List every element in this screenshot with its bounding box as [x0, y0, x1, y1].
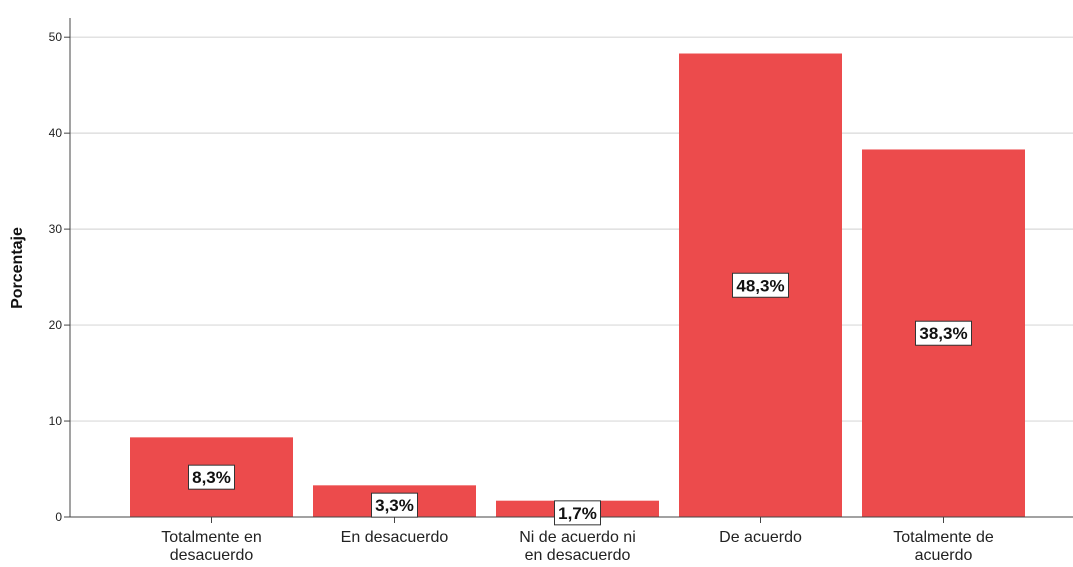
data-label-box [732, 272, 789, 298]
x-tick-label: en desacuerdo [525, 547, 631, 564]
x-tick-label: desacuerdo [170, 547, 254, 564]
y-tick-label: 20 [49, 318, 63, 332]
data-label: 48,3% [736, 276, 784, 295]
data-label: 8,3% [192, 468, 231, 487]
x-tick-label: Totalmente en [161, 529, 262, 546]
data-label: 3,3% [375, 496, 414, 515]
data-label: 38,3% [919, 324, 967, 343]
data-label: 1,7% [558, 504, 597, 523]
data-label-box [188, 464, 235, 490]
y-tick-label: 10 [49, 414, 63, 428]
data-label-box [371, 492, 418, 518]
x-tick-label: En desacuerdo [341, 529, 449, 546]
x-tick-label: Totalmente de [893, 529, 994, 546]
x-tick-label: acuerdo [915, 547, 973, 564]
data-label-box [915, 320, 972, 346]
y-ticks: 0 10 20 30 40 50 [49, 30, 70, 524]
bars [130, 53, 1025, 518]
data-labels: 8,3% 3,3% 1,7% 48,3% 38,3% [188, 272, 972, 526]
y-tick-label: 0 [55, 510, 62, 524]
x-tick-label: Ni de acuerdo ni [519, 529, 636, 546]
x-tick-label: De acuerdo [719, 529, 802, 546]
y-axis-label: Porcentaje [9, 227, 26, 309]
y-tick-label: 40 [49, 126, 63, 140]
data-label-box [554, 500, 601, 526]
y-tick-label: 30 [49, 222, 63, 236]
y-tick-label: 50 [49, 30, 63, 44]
